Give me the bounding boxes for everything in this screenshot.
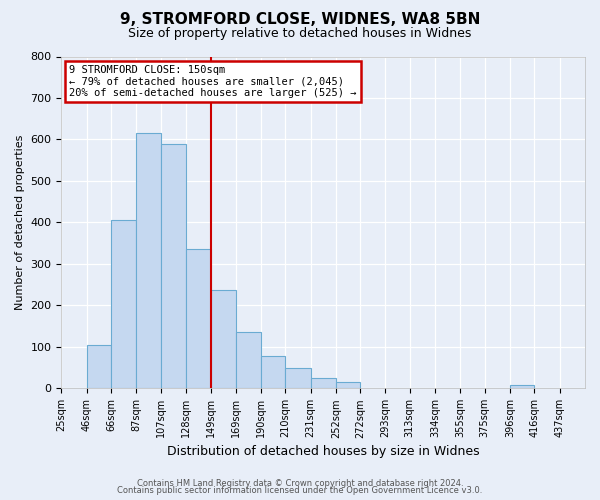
Text: 9, STROMFORD CLOSE, WIDNES, WA8 5BN: 9, STROMFORD CLOSE, WIDNES, WA8 5BN [120, 12, 480, 28]
Text: 9 STROMFORD CLOSE: 150sqm
← 79% of detached houses are smaller (2,045)
20% of se: 9 STROMFORD CLOSE: 150sqm ← 79% of detac… [69, 65, 357, 98]
Bar [111, 220, 136, 388]
Bar [311, 378, 336, 388]
X-axis label: Distribution of detached houses by size in Widnes: Distribution of detached houses by size … [167, 444, 479, 458]
Bar [211, 290, 236, 388]
Bar [87, 345, 111, 389]
Text: Contains HM Land Registry data © Crown copyright and database right 2024.: Contains HM Land Registry data © Crown c… [137, 478, 463, 488]
Bar [510, 385, 534, 388]
Bar [285, 368, 311, 388]
Bar [236, 332, 261, 388]
Bar [136, 133, 161, 388]
Bar [186, 250, 211, 388]
Y-axis label: Number of detached properties: Number of detached properties [15, 134, 25, 310]
Bar [336, 382, 360, 388]
Bar [161, 144, 186, 388]
Text: Contains public sector information licensed under the Open Government Licence v3: Contains public sector information licen… [118, 486, 482, 495]
Bar [261, 356, 285, 388]
Text: Size of property relative to detached houses in Widnes: Size of property relative to detached ho… [128, 28, 472, 40]
